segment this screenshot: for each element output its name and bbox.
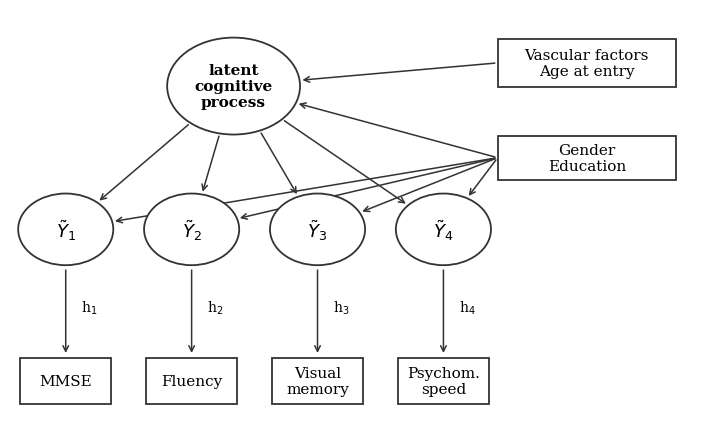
Text: $\tilde{Y}_1$: $\tilde{Y}_1$	[56, 218, 75, 242]
FancyBboxPatch shape	[498, 40, 676, 88]
Text: Fluency: Fluency	[161, 374, 222, 388]
FancyBboxPatch shape	[498, 136, 676, 181]
Text: h$_4$: h$_4$	[459, 299, 475, 316]
FancyBboxPatch shape	[272, 358, 363, 404]
FancyBboxPatch shape	[398, 358, 489, 404]
Text: Vascular factors
Age at entry: Vascular factors Age at entry	[525, 49, 649, 79]
FancyBboxPatch shape	[146, 358, 237, 404]
Ellipse shape	[167, 38, 300, 135]
Text: h$_2$: h$_2$	[207, 299, 223, 316]
Text: h$_1$: h$_1$	[81, 299, 97, 316]
Text: $\tilde{Y}_3$: $\tilde{Y}_3$	[307, 218, 328, 242]
Ellipse shape	[18, 194, 114, 265]
Text: latent
cognitive
process: latent cognitive process	[195, 64, 273, 110]
Text: Visual
memory: Visual memory	[286, 366, 349, 396]
Text: Gender
Education: Gender Education	[548, 143, 626, 173]
Ellipse shape	[270, 194, 365, 265]
Ellipse shape	[396, 194, 491, 265]
Text: $\tilde{Y}_2$: $\tilde{Y}_2$	[182, 218, 202, 242]
Text: $\tilde{Y}_4$: $\tilde{Y}_4$	[433, 218, 453, 242]
Text: Psychom.
speed: Psychom. speed	[407, 366, 480, 396]
Text: h$_3$: h$_3$	[333, 299, 350, 316]
Ellipse shape	[144, 194, 239, 265]
Text: MMSE: MMSE	[39, 374, 92, 388]
FancyBboxPatch shape	[20, 358, 111, 404]
